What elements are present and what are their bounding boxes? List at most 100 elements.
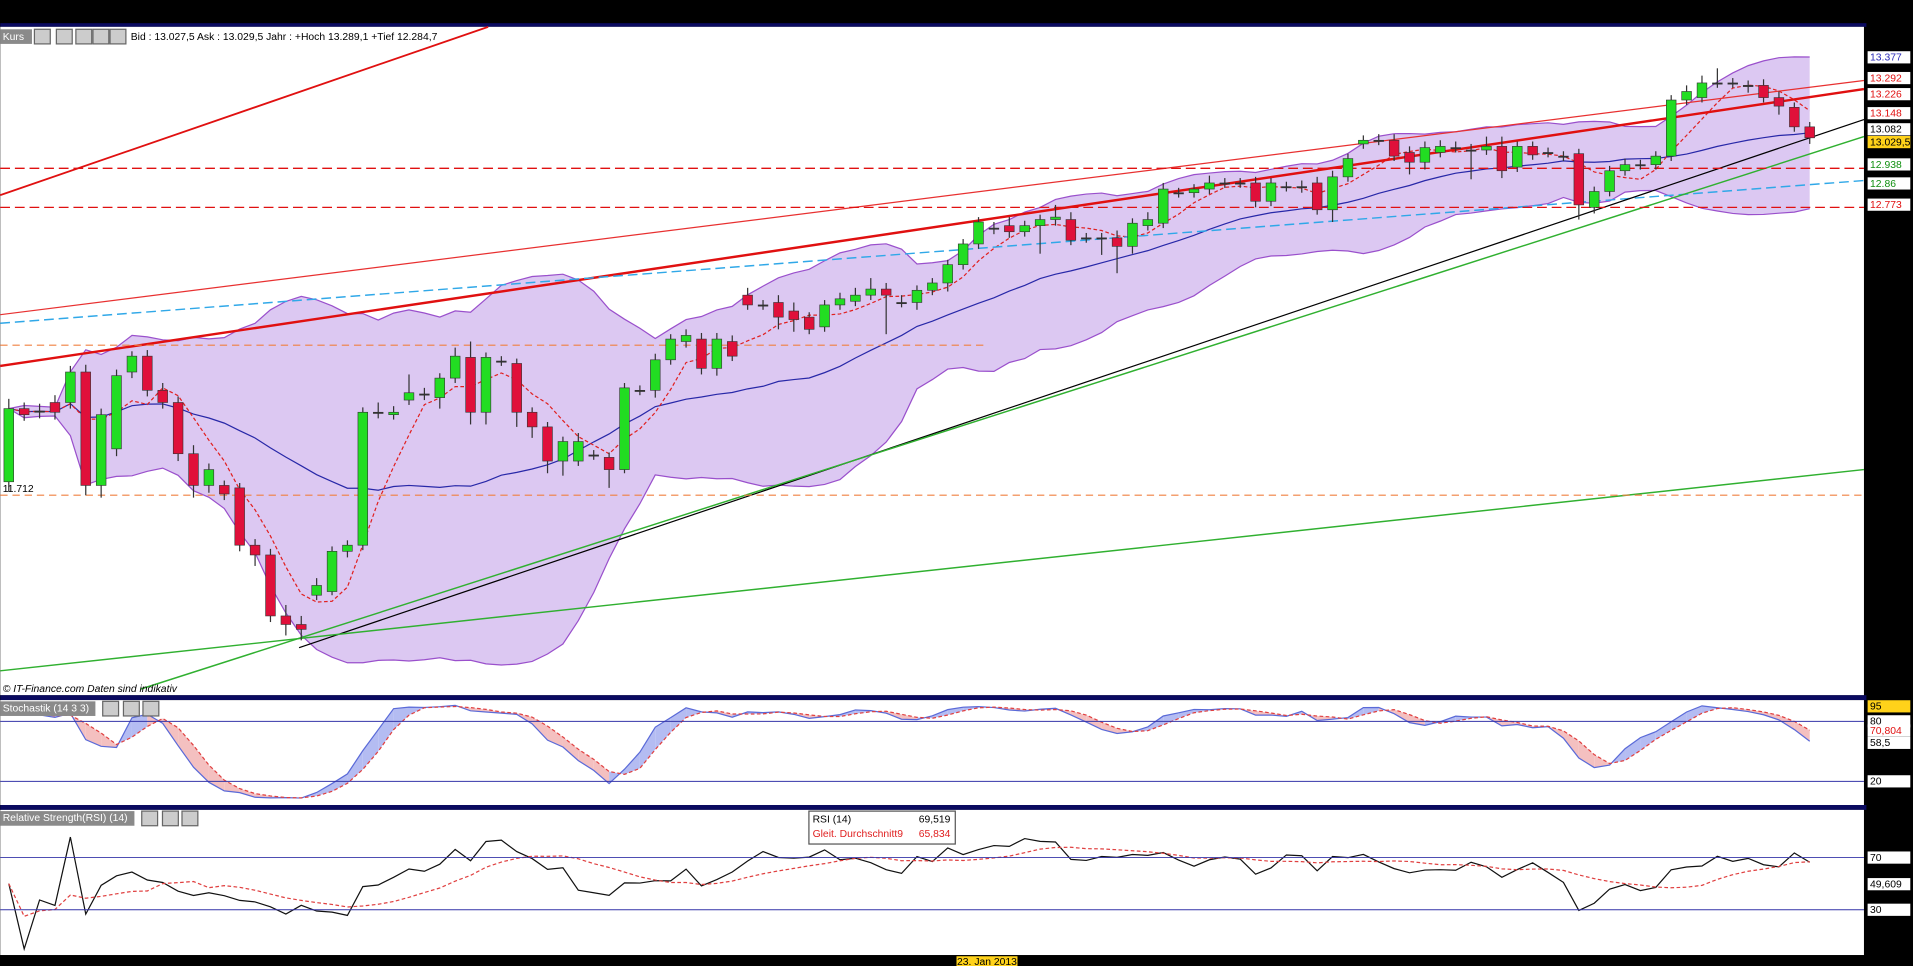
candle-body	[1773, 97, 1785, 107]
stoch-fill	[178, 727, 194, 768]
tool-icon[interactable]	[161, 810, 179, 827]
tool-icon[interactable]	[122, 700, 140, 717]
axis-label-bg	[1867, 715, 1911, 728]
candle-body	[126, 355, 138, 373]
trend-line	[0, 25, 489, 197]
candle-body	[265, 554, 276, 617]
tool-icon[interactable]	[109, 28, 127, 45]
candle-body	[1204, 182, 1215, 190]
tool-icon[interactable]	[92, 28, 110, 45]
axis-label: 13.226	[1870, 90, 1902, 101]
drawings	[0, 25, 1865, 690]
panel-title: Kurs	[3, 32, 24, 43]
close-icon[interactable]	[75, 28, 93, 45]
candle-body	[788, 310, 800, 320]
candle-body	[449, 355, 461, 379]
close-icon[interactable]	[142, 700, 160, 717]
stoch-fill	[362, 729, 379, 770]
candle-body	[1604, 170, 1615, 192]
candle-body	[1419, 147, 1431, 163]
candle-body	[819, 304, 830, 328]
candle-body	[1311, 182, 1323, 211]
candle-body	[1034, 219, 1046, 226]
rsi-line	[8, 836, 1811, 952]
candle-body	[511, 363, 522, 413]
tool-icon[interactable]	[33, 28, 51, 45]
candle-body	[1219, 182, 1230, 185]
stoch-fill	[1563, 730, 1579, 758]
axis-label-bg	[1867, 198, 1911, 211]
candle-body	[773, 302, 784, 318]
stoch-k-line	[8, 704, 1811, 799]
candle-body	[1635, 164, 1646, 167]
candle-body	[80, 371, 91, 486]
stoch-d-line	[8, 705, 1811, 799]
stoch-fill	[347, 750, 363, 784]
candle-body	[1250, 182, 1261, 202]
stoch-fill	[1578, 740, 1595, 768]
panel-tab	[0, 811, 135, 826]
candle-body	[557, 441, 569, 462]
candle-body	[3, 408, 14, 483]
rsi-ma-line	[8, 846, 1810, 918]
close-icon[interactable]	[181, 810, 199, 827]
candle-body	[1573, 153, 1585, 206]
trend-line	[0, 87, 1865, 368]
candle-body	[1650, 155, 1661, 165]
candle-body	[388, 411, 399, 416]
candle-body	[142, 355, 153, 391]
axis-label: 12.938	[1870, 160, 1902, 171]
date-label-bg	[956, 956, 1018, 966]
stoch-fill	[1178, 709, 1195, 719]
candle-body	[957, 243, 969, 265]
tool-icon[interactable]	[102, 700, 120, 717]
candle-body	[280, 615, 292, 625]
stoch-fill	[162, 718, 179, 746]
axis-label: 13.377	[1870, 53, 1902, 64]
candle-body	[465, 357, 476, 413]
candle-body	[342, 544, 353, 552]
candle-body	[542, 426, 553, 462]
axis-label-bg	[1867, 177, 1911, 190]
stoch-fill	[239, 788, 256, 798]
candle-body	[1281, 186, 1292, 189]
candle-body	[711, 338, 723, 369]
stoch-fill	[1594, 754, 1610, 768]
axis-label-bg	[1867, 736, 1911, 749]
candle-body	[588, 454, 599, 457]
candle-body	[1127, 222, 1138, 247]
candle-body	[311, 585, 322, 596]
tool-icon[interactable]	[55, 28, 73, 45]
stoch-fill	[131, 714, 148, 738]
legend-value: 69,519	[919, 814, 951, 825]
candle-body	[1081, 237, 1092, 240]
candle-body	[1804, 126, 1815, 139]
tool-icon[interactable]	[141, 810, 159, 827]
stoch-fill	[1070, 710, 1087, 723]
stoch-fill	[686, 707, 702, 718]
candle-body	[157, 389, 168, 403]
stoch-fill	[624, 752, 640, 775]
candle-body	[1465, 149, 1477, 152]
trend-line	[140, 135, 1865, 690]
separator	[0, 695, 1867, 701]
axis-label-bg	[1867, 851, 1911, 864]
candle-body	[1158, 188, 1169, 224]
candle-body	[19, 408, 30, 416]
candle-body	[988, 227, 1000, 230]
candle-body	[326, 550, 338, 592]
candle-body	[634, 389, 646, 392]
axis-label-bg	[1867, 71, 1911, 85]
candle-body	[865, 288, 876, 296]
legend-name: Gleit. Durchschnitt9	[813, 829, 904, 840]
axis-label-bg	[1867, 107, 1911, 120]
stoch-fill	[1686, 705, 1702, 722]
candle-body	[1527, 146, 1538, 156]
separator	[0, 805, 1867, 810]
candle-body	[1188, 188, 1200, 194]
candle-body	[680, 335, 692, 342]
candle-body	[419, 393, 430, 396]
